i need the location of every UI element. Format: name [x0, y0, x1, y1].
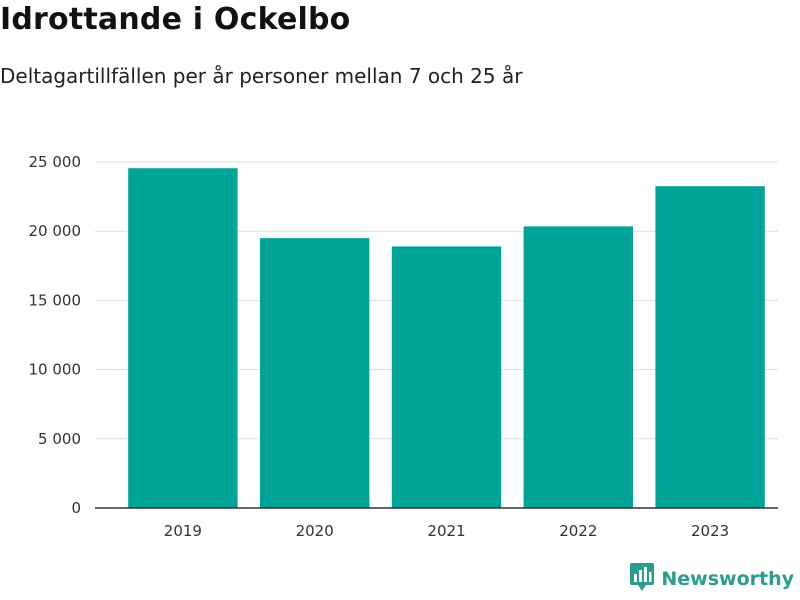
newsworthy-brand: Newsworthy: [629, 562, 794, 596]
brand-name: Newsworthy: [661, 568, 794, 590]
bar-2020: [260, 238, 370, 508]
x-tick-label: 2021: [427, 522, 465, 540]
y-tick-label: 25 000: [29, 153, 82, 171]
y-tick-label: 20 000: [29, 222, 82, 240]
chart-title: Idrottande i Ockelbo: [0, 2, 351, 37]
bars: [128, 168, 765, 508]
x-tick-label: 2020: [296, 522, 334, 540]
y-tick-label: 10 000: [29, 361, 82, 379]
y-tick-label: 0: [71, 499, 81, 517]
x-tick-labels: 2019 2020 2021 2022 2023: [164, 522, 729, 540]
y-tick-label: 5 000: [38, 430, 81, 448]
x-tick-label: 2022: [559, 522, 597, 540]
newsworthy-logo-icon: [629, 562, 655, 596]
y-tick-label: 15 000: [29, 291, 82, 309]
bar-2023: [655, 186, 765, 508]
bar-2021: [391, 246, 502, 508]
chart-subtitle: Deltagartillfällen per år personer mella…: [0, 64, 523, 88]
x-tick-label: 2019: [164, 522, 202, 540]
bar-2022: [523, 226, 633, 508]
x-tick-label: 2023: [691, 522, 729, 540]
y-tick-labels: 0 5 000 10 000 15 000 20 000 25 000: [29, 153, 82, 517]
bar-2019: [128, 168, 238, 508]
